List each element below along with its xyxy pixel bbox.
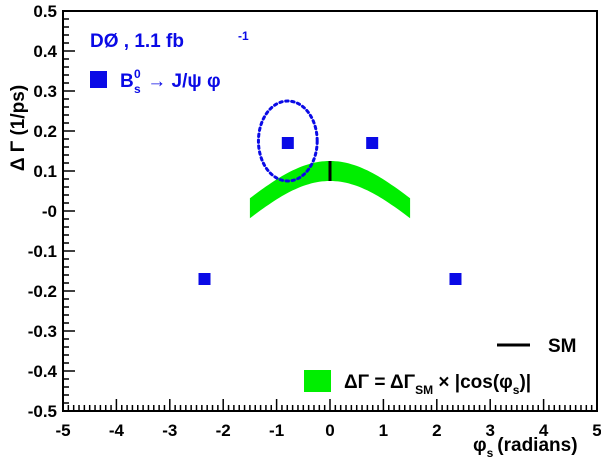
legend-band-label: ΔΓ = ΔΓSM × |cos(φs)| bbox=[344, 372, 531, 397]
x-tick-label: 3 bbox=[485, 421, 494, 440]
x-tick-label: 5 bbox=[592, 421, 601, 440]
axis-ticks bbox=[62, 10, 598, 412]
x-tick-label: -2 bbox=[216, 421, 231, 440]
legend-series-label-sub: s bbox=[134, 82, 141, 96]
experiment-label: DØ , 1.1 fb bbox=[90, 31, 184, 52]
likelihood-contour bbox=[256, 99, 319, 183]
legend-series-label-main: B bbox=[120, 71, 134, 92]
legend-sm-label: SM bbox=[548, 336, 577, 357]
x-tick-label: 4 bbox=[539, 421, 549, 440]
y-tick-label: -0 bbox=[42, 202, 57, 221]
data-point bbox=[449, 273, 462, 285]
x-tick-label: 1 bbox=[379, 421, 388, 440]
contour-layer bbox=[256, 99, 319, 183]
y-tick-label: -0.2 bbox=[28, 282, 57, 301]
cos-band bbox=[249, 161, 411, 219]
y-tick-label: 0.1 bbox=[33, 162, 57, 181]
legend-series-label-rest: → J/ψ φ bbox=[142, 71, 221, 92]
data-point bbox=[281, 137, 294, 149]
data-point bbox=[366, 137, 379, 149]
y-tick-label: -0.5 bbox=[28, 402, 57, 421]
x-axis-title: φs (radians) bbox=[473, 435, 578, 460]
y-tick-label: -0.1 bbox=[28, 242, 57, 261]
x-tick-label: 2 bbox=[432, 421, 441, 440]
x-tick-label: -4 bbox=[109, 421, 125, 440]
experiment-label-sup: -1 bbox=[238, 29, 249, 43]
x-tick-label: 0 bbox=[325, 421, 334, 440]
cos-band-layer bbox=[249, 161, 411, 219]
axis-tick-labels: -5 -4 -3 -2 -1 0 1 2 3 4 5 0.5 0.4 0.3 0.2 0.1 -0 -0.1 -0.… bbox=[28, 2, 601, 440]
legend-series-label-sup: 0 bbox=[134, 67, 141, 81]
y-tick-label: 0.5 bbox=[33, 2, 57, 21]
data-points-layer bbox=[198, 137, 462, 285]
y-tick-label: -0.3 bbox=[28, 322, 57, 341]
y-tick-label: 0.2 bbox=[33, 122, 57, 141]
data-point bbox=[198, 273, 211, 285]
x-tick-label: -3 bbox=[162, 421, 177, 440]
x-tick-label: -1 bbox=[269, 421, 284, 440]
y-tick-label: 0.3 bbox=[33, 82, 57, 101]
legend-band-swatch bbox=[304, 370, 331, 392]
y-axis-title: Δ Γ (1/ps) bbox=[8, 85, 29, 171]
y-tick-label: -0.4 bbox=[28, 362, 58, 381]
legend-series-marker bbox=[90, 71, 107, 88]
y-tick-label: 0.4 bbox=[33, 42, 57, 61]
x-tick-label: -5 bbox=[55, 421, 70, 440]
